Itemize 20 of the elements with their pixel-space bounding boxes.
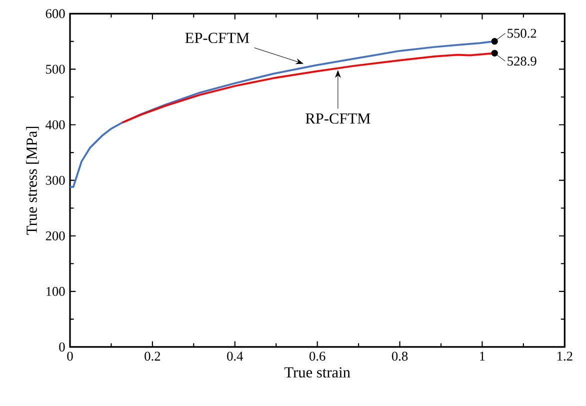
x-tick-label: 0.8 [392,352,408,361]
y-tick-label: 400 [46,120,65,130]
x-tick-label: 1 [480,352,485,360]
x-tick-label: 0.4 [227,352,244,361]
annotation: 528.9 [508,56,536,66]
y-tick-label: 0 [59,342,65,352]
y-tick-label: 300 [46,176,65,185]
y-tick-label: 200 [46,231,65,240]
annotation: 550.2 [508,28,536,38]
x-tick-label: 0.2 [144,352,160,361]
y-axis-title: True stress [MPa] [26,126,39,235]
y-tick-label: 600 [46,9,65,18]
annotation: RP-CFTM [306,113,370,124]
x-tick-label: 0.6 [310,352,326,361]
x-axis-title: True strain [284,367,350,378]
x-tick-label: 1.2 [558,352,572,361]
y-tick-label: 100 [46,286,65,296]
y-tick-label: 500 [46,64,65,74]
x-tick-label: 0 [67,352,73,361]
annotation: EP-CFTM [185,32,250,44]
